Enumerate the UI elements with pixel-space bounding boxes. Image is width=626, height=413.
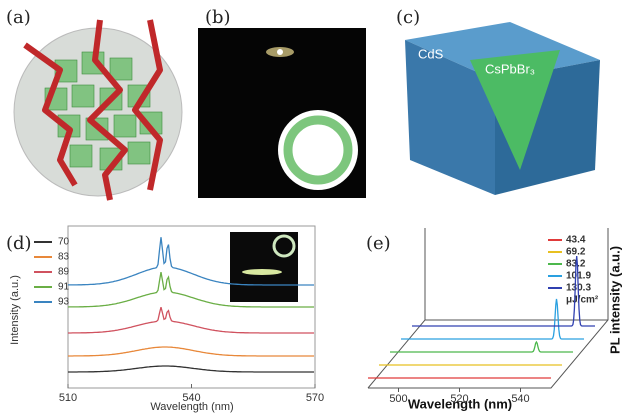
legend-label: 83 xyxy=(58,252,70,263)
inset xyxy=(230,232,298,302)
x-tick-label: 570 xyxy=(306,392,324,404)
x-tick-label: 520 xyxy=(450,393,468,405)
spectrum-trace xyxy=(401,299,584,339)
legend-label: 93 xyxy=(58,297,70,308)
label: CdS xyxy=(418,46,444,61)
panel-label: (e) xyxy=(366,233,391,254)
spectrum-trace xyxy=(390,342,573,352)
legend-label: 70 xyxy=(58,237,70,248)
panel-label: (d) xyxy=(6,233,32,254)
spectrum-curve xyxy=(68,307,314,333)
illustration-a xyxy=(14,20,182,200)
legend-label: 101.9 xyxy=(566,271,591,282)
panel-label: (c) xyxy=(396,7,420,28)
legend-unit: μJ/cm² xyxy=(566,295,599,306)
spectrum-curve xyxy=(68,347,314,356)
x-tick-label: 510 xyxy=(59,392,77,404)
x-tick-label: 540 xyxy=(182,392,200,404)
label: CsPbBr₃ xyxy=(485,61,535,76)
legend-label: 89 xyxy=(58,267,70,278)
spectrum-curve xyxy=(68,366,314,372)
legend-label: 69.2 xyxy=(566,247,586,258)
cube-c: CdS CsPbBr₃ xyxy=(405,22,600,195)
x-tick-label: 540 xyxy=(511,393,529,405)
legend-label: 91 xyxy=(58,282,70,293)
x-tick-label: 500 xyxy=(389,393,407,405)
panel-label: (a) xyxy=(6,7,31,28)
photo-b xyxy=(198,28,366,198)
legend-label: 43.4 xyxy=(566,235,586,246)
y-axis-label: PL intensity (a.u.) xyxy=(607,246,622,354)
panel-label: (b) xyxy=(205,7,231,28)
y-axis-label: Intensity (a.u.) xyxy=(9,275,21,345)
figure: (a) (b) (c) CdS CsPbBr₃ (d) xyxy=(0,0,626,413)
